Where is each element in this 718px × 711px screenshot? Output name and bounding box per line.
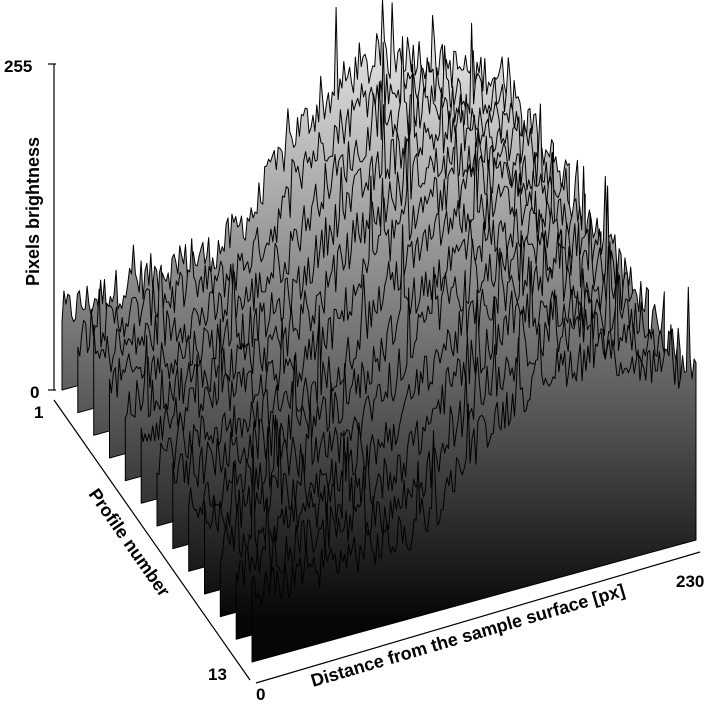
z-axis-title: Pixels brightness bbox=[23, 137, 43, 286]
profile-series-13 bbox=[251, 286, 697, 663]
x-tick-last: 230 bbox=[676, 572, 704, 591]
x-tick-first: 0 bbox=[256, 685, 265, 704]
y-tick-last: 13 bbox=[208, 665, 227, 684]
x-axis-line bbox=[255, 551, 701, 684]
profile-series-group bbox=[61, 0, 697, 663]
z-tick-max: 255 bbox=[4, 57, 32, 76]
y-tick-first: 1 bbox=[34, 403, 43, 422]
y-axis-line bbox=[53, 399, 251, 681]
z-tick-min: 0 bbox=[30, 383, 39, 402]
